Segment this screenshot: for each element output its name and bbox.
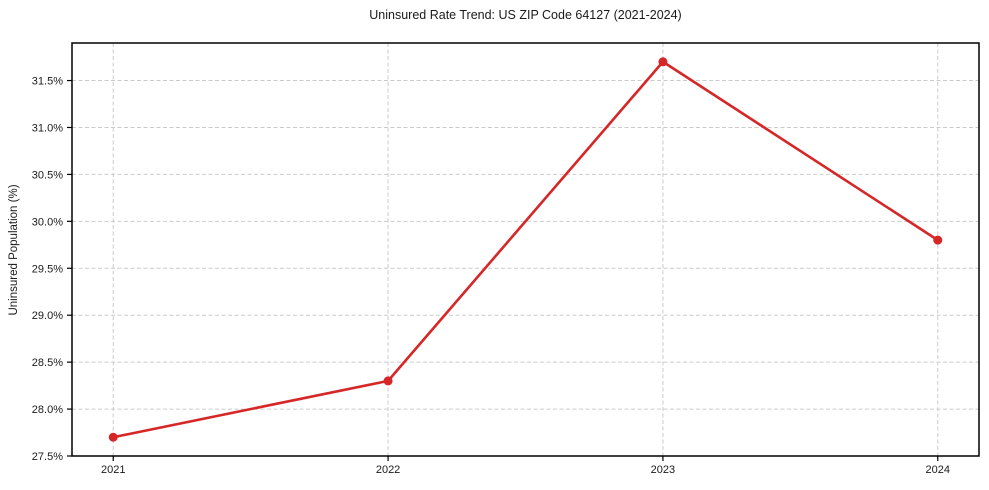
plot-border	[71, 42, 980, 457]
x-tick-label: 2021	[101, 464, 125, 476]
x-tick-label: 2023	[651, 464, 675, 476]
y-tick-label: 28.5%	[32, 357, 63, 369]
y-tick-label: 29.5%	[32, 263, 63, 275]
data-point-marker	[383, 376, 393, 386]
y-tick-label: 29.0%	[32, 310, 63, 322]
y-tick-label: 27.5%	[32, 451, 63, 463]
data-point-marker	[658, 57, 668, 67]
y-tick-label: 31.5%	[32, 76, 63, 88]
y-tick-label: 28.0%	[32, 404, 63, 416]
data-point-marker	[108, 432, 118, 442]
x-tick-label: 2022	[376, 464, 400, 476]
chart-title: Uninsured Rate Trend: US ZIP Code 64127 …	[369, 8, 682, 22]
trend-line	[111, 60, 940, 439]
y-tick-label: 30.0%	[32, 216, 63, 228]
y-tick-label: 31.0%	[32, 122, 63, 134]
x-tick-label: 2024	[926, 464, 950, 476]
y-tick-label: 30.5%	[32, 169, 63, 181]
data-point-marker	[933, 235, 943, 245]
